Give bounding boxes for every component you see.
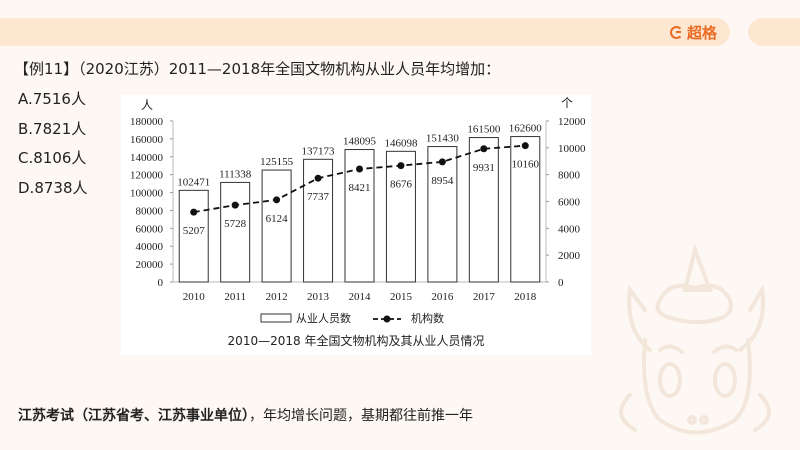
svg-text:2000: 2000 (558, 250, 581, 262)
option-c[interactable]: C.8106人 (18, 149, 87, 167)
svg-text:8421: 8421 (349, 182, 371, 194)
svg-text:6124: 6124 (266, 213, 289, 225)
svg-text:2017: 2017 (473, 291, 496, 303)
svg-text:人: 人 (141, 98, 153, 112)
option-d[interactable]: D.8738人 (18, 178, 88, 197)
svg-text:0: 0 (158, 277, 164, 289)
svg-text:7737: 7737 (307, 191, 330, 203)
svg-text:2013: 2013 (307, 291, 330, 303)
header-bar (0, 18, 730, 46)
svg-text:2015: 2015 (390, 291, 413, 303)
unicorn-mascot-icon (619, 243, 771, 435)
svg-text:6000: 6000 (558, 197, 581, 209)
question-text: 【例11】（2020江苏）2011—2018年全国文物机构从业人员年均增加： (14, 60, 501, 78)
svg-text:12000: 12000 (558, 116, 586, 128)
svg-text:137173: 137173 (302, 145, 336, 157)
svg-text:120000: 120000 (130, 170, 164, 182)
combo-chart: 0200004000060000800001000001200001400001… (130, 96, 586, 348)
footer-rest: ，年均增长问题，基期都往前推一年 (249, 408, 473, 424)
svg-text:机构数: 机构数 (411, 311, 444, 325)
svg-text:160000: 160000 (130, 134, 164, 146)
option-a[interactable]: A.7516人 (18, 90, 86, 108)
answer-options: A.7516人 B.7821人 C.8106人 D.8738人 (18, 88, 88, 206)
svg-text:102471: 102471 (177, 176, 210, 188)
svg-text:从业人员数: 从业人员数 (296, 312, 351, 325)
svg-text:2012: 2012 (266, 291, 288, 303)
svg-text:2016: 2016 (431, 291, 454, 303)
svg-text:125155: 125155 (260, 156, 294, 168)
svg-text:5728: 5728 (224, 218, 247, 230)
svg-text:20000: 20000 (136, 259, 164, 271)
svg-text:2011: 2011 (224, 291, 246, 303)
svg-text:2010: 2010 (183, 291, 206, 303)
option-b[interactable]: B.7821人 (18, 119, 87, 138)
svg-text:个: 个 (561, 96, 573, 110)
svg-text:111338: 111338 (219, 168, 252, 180)
svg-text:161500: 161500 (467, 124, 501, 136)
brand-logo: 超格 (670, 20, 717, 44)
svg-text:140000: 140000 (130, 152, 164, 164)
svg-text:162600: 162600 (509, 123, 543, 135)
svg-text:8954: 8954 (431, 175, 454, 187)
chart-panel: 0 20000 40000 60000 80000 100000 120000 140000 1… (121, 95, 591, 355)
svg-text:80000: 80000 (136, 205, 164, 217)
svg-text:2014: 2014 (349, 291, 372, 303)
svg-text:60000: 60000 (136, 223, 164, 235)
svg-text:151430: 151430 (426, 133, 460, 145)
brand-name: 超格 (687, 23, 718, 42)
svg-text:146098: 146098 (384, 137, 418, 149)
footer-note: 江苏考试（江苏省考、江苏事业单位），年均增长问题，基期都往前推一年 (18, 405, 473, 425)
svg-text:148095: 148095 (343, 136, 377, 148)
svg-text:2018: 2018 (514, 291, 537, 303)
svg-text:10000: 10000 (558, 143, 586, 155)
svg-text:8000: 8000 (558, 170, 581, 182)
svg-text:4000: 4000 (558, 223, 581, 235)
g-logo-icon (670, 25, 683, 39)
svg-text:8676: 8676 (390, 179, 413, 191)
svg-text:5207: 5207 (183, 225, 206, 237)
svg-text:180000: 180000 (130, 116, 164, 128)
header-bar-right (748, 18, 800, 46)
svg-text:0: 0 (558, 277, 564, 289)
svg-text:10160: 10160 (512, 159, 540, 171)
svg-text:9931: 9931 (473, 162, 495, 174)
svg-text:40000: 40000 (136, 241, 164, 253)
svg-text:100000: 100000 (130, 188, 164, 200)
footer-bold: 江苏考试（江苏省考、江苏事业单位） (18, 408, 249, 424)
svg-text:2010—2018 年全国文物机构及其从业人员情况: 2010—2018 年全国文物机构及其从业人员情况 (228, 333, 485, 348)
